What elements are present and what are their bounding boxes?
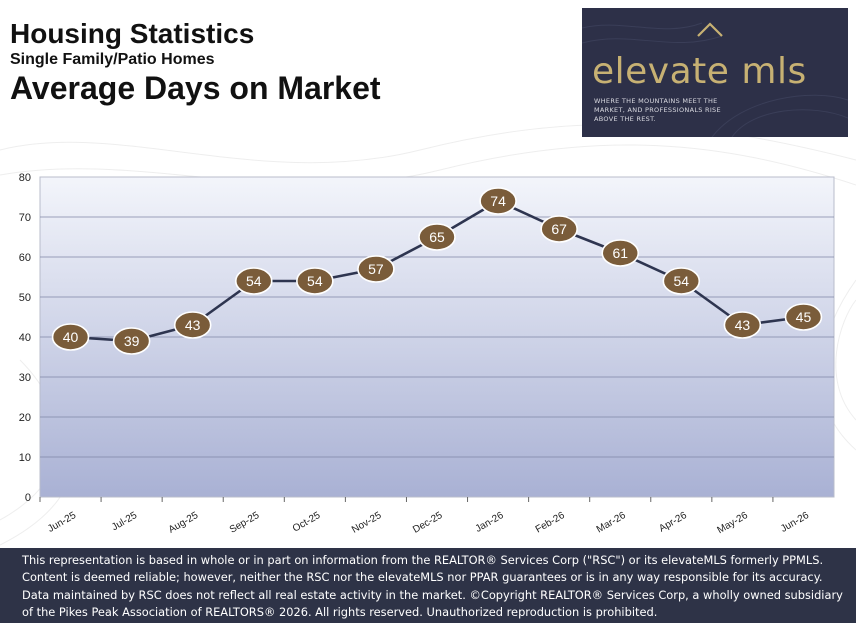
data-marker bbox=[662, 267, 701, 295]
data-marker bbox=[357, 255, 395, 283]
data-marker bbox=[784, 303, 823, 331]
metric-title: Average Days on Market bbox=[10, 70, 381, 106]
x-axis-ticks: Jun-25 Jul-25 Aug-25 Sep-25 Oct-25 Nov-25 Dec-… bbox=[39, 497, 811, 536]
logo-contour-icon bbox=[582, 22, 848, 137]
data-point: 61 bbox=[601, 239, 640, 267]
x-tick-label: Sep-25 bbox=[228, 510, 262, 536]
data-point: 65 bbox=[418, 223, 456, 251]
data-label: 45 bbox=[796, 309, 812, 325]
data-label: 54 bbox=[246, 273, 262, 289]
y-tick-label: 10 bbox=[19, 452, 31, 464]
data-label: 40 bbox=[63, 329, 79, 345]
data-label: 57 bbox=[368, 261, 384, 277]
y-tick-label: 60 bbox=[19, 252, 31, 264]
disclaimer-footer: This representation is based in whole or… bbox=[0, 548, 856, 623]
data-label: 43 bbox=[185, 317, 201, 333]
data-point: 67 bbox=[540, 215, 578, 243]
header: Housing Statistics Single Family/Patio H… bbox=[10, 18, 381, 106]
data-point: 57 bbox=[357, 255, 395, 283]
y-tick-label: 50 bbox=[19, 292, 31, 304]
x-tick-label: Apr-26 bbox=[657, 510, 689, 535]
data-marker bbox=[51, 323, 90, 351]
y-tick-label: 40 bbox=[19, 332, 31, 344]
mountain-peak-icon bbox=[697, 22, 723, 37]
x-tick-label: Jun-25 bbox=[46, 510, 78, 535]
data-point: 43 bbox=[723, 311, 762, 339]
y-tick-label: 80 bbox=[19, 172, 31, 184]
data-markers: 40 39 43 54 54 57 65 74 67 61 54 43 45 bbox=[51, 187, 823, 355]
page-title: Housing Statistics bbox=[10, 18, 255, 49]
data-marker bbox=[296, 267, 334, 295]
data-point: 39 bbox=[112, 327, 151, 355]
data-marker bbox=[601, 239, 640, 267]
line-chart: 0 10 20 30 40 50 60 70 80 Jun-25 Jul-25 Aug-25 Sep-… bbox=[19, 172, 835, 536]
x-tick-label: Nov-25 bbox=[350, 510, 384, 536]
logo-wordmark: elevate mls bbox=[592, 51, 807, 92]
data-label: 65 bbox=[429, 229, 445, 245]
x-tick-label: Aug-25 bbox=[167, 510, 201, 536]
data-point: 40 bbox=[51, 323, 90, 351]
data-label: 43 bbox=[735, 317, 751, 333]
data-marker bbox=[234, 267, 273, 295]
data-label: 54 bbox=[307, 273, 323, 289]
y-tick-label: 70 bbox=[19, 212, 31, 224]
data-point: 54 bbox=[234, 267, 273, 295]
y-tick-label: 30 bbox=[19, 372, 31, 384]
data-point: 45 bbox=[784, 303, 823, 331]
x-tick-label: Feb-26 bbox=[534, 510, 567, 536]
data-point: 43 bbox=[173, 311, 212, 339]
x-tick-label: Jul-25 bbox=[110, 510, 139, 533]
data-label: 54 bbox=[674, 273, 690, 289]
x-tick-label: Jun-26 bbox=[779, 510, 811, 535]
disclaimer-text: This representation is based in whole or… bbox=[22, 553, 843, 620]
y-tick-label: 20 bbox=[19, 412, 31, 424]
data-marker bbox=[112, 327, 151, 355]
data-point: 54 bbox=[662, 267, 701, 295]
elevate-mls-logo: elevate mls WHERE THE MOUNTAINS MEET THE… bbox=[582, 8, 848, 137]
x-tick-label: Dec-25 bbox=[411, 510, 445, 536]
y-tick-label: 0 bbox=[25, 492, 31, 504]
data-marker bbox=[540, 215, 578, 243]
x-tick-label: Oct-25 bbox=[291, 510, 323, 535]
data-marker bbox=[418, 223, 456, 251]
data-label: 74 bbox=[490, 193, 506, 209]
data-marker bbox=[723, 311, 762, 339]
logo-tagline: WHERE THE MOUNTAINS MEET THE MARKET, AND… bbox=[594, 97, 721, 123]
data-marker bbox=[173, 311, 212, 339]
page-subtitle: Single Family/Patio Homes bbox=[10, 51, 215, 68]
x-tick-label: Jan-26 bbox=[474, 510, 506, 535]
data-point: 54 bbox=[296, 267, 334, 295]
x-tick-label: Mar-26 bbox=[595, 510, 628, 536]
x-tick-label: May-26 bbox=[715, 510, 750, 536]
data-label: 39 bbox=[124, 333, 140, 349]
data-marker bbox=[479, 187, 517, 215]
y-axis-ticks: 0 10 20 30 40 50 60 70 80 bbox=[19, 172, 31, 504]
data-label: 67 bbox=[551, 221, 567, 237]
data-label: 61 bbox=[612, 245, 628, 261]
data-point: 74 bbox=[479, 187, 517, 215]
